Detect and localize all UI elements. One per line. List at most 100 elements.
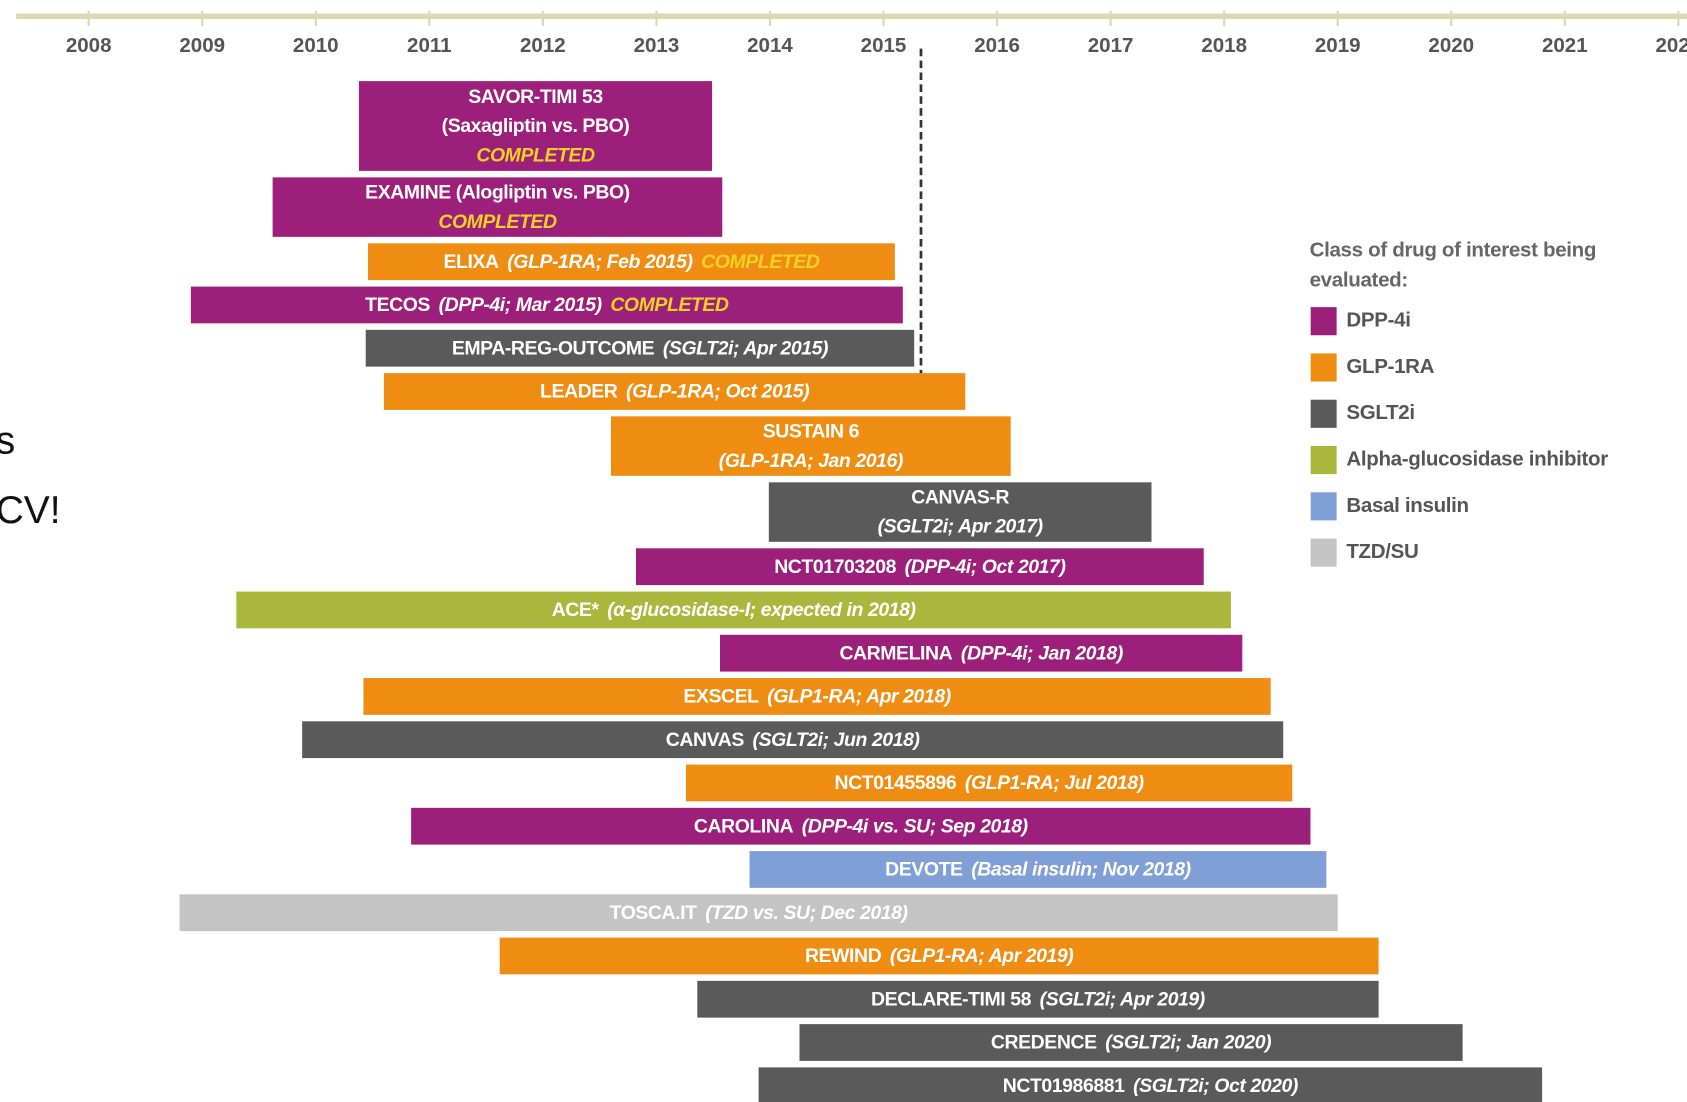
- trial-bar: LEADER (GLP-1RA; Oct 2015): [383, 373, 966, 410]
- trial-bar: TECOS (DPP-4i; Mar 2015) COMPLETED: [190, 286, 903, 324]
- bar: [758, 1067, 1543, 1102]
- trial-bar: DEVOTE (Basal insulin; Nov 2018): [749, 851, 1327, 888]
- legend-label: GLP-1RA: [1346, 355, 1434, 378]
- label-segment: EMPA-REG-OUTCOME: [452, 337, 655, 359]
- bar-label: ELIXA (GLP-1RA; Feb 2015) COMPLETED: [443, 251, 819, 273]
- trial-bar: NCT01986881 (SGLT2i; Oct 2020): [758, 1067, 1543, 1102]
- label-segment: (SGLT2i; Apr 2017): [878, 516, 1043, 538]
- bar: [697, 980, 1379, 1018]
- bar: [499, 937, 1379, 975]
- bar: [685, 764, 1293, 802]
- bar: [272, 177, 723, 237]
- trial-bar: EXAMINE (Alogliptin vs. PBO) COMPLETED: [272, 177, 723, 237]
- bar-label: NCT01455896 (GLP1-RA; Jul 2018): [834, 772, 1143, 794]
- label-segment: COMPLETED: [476, 144, 595, 166]
- trial-bar: DECLARE-TIMI 58 (SGLT2i; Apr 2019): [697, 980, 1379, 1018]
- label-segment: (TZD vs. SU; Dec 2018): [705, 902, 907, 924]
- trial-bar: ACE* (α-glucosidase-I; expected in 2018): [236, 591, 1231, 629]
- label-segment: (Saxagliptin vs. PBO): [442, 115, 630, 137]
- bar-label: ACE* (α-glucosidase-I; expected in 2018): [552, 599, 916, 621]
- x-tick-label: 2016: [974, 34, 1020, 57]
- label-segment: (GLP-1RA; Feb 2015): [507, 251, 692, 273]
- label-segment: (SGLT2i; Jun 2018): [753, 729, 920, 751]
- bar-label: LEADER (GLP-1RA; Oct 2015): [540, 381, 809, 403]
- label-segment: NCT01703208: [774, 556, 896, 578]
- bar-label: NCT01703208 (DPP-4i; Oct 2017): [774, 556, 1065, 578]
- bar: [302, 721, 1284, 759]
- label-segment: CAROLINA: [694, 815, 794, 837]
- bar: [799, 1024, 1463, 1061]
- label-segment: (Basal insulin; Nov 2018): [971, 859, 1190, 881]
- legend-swatch: [1310, 353, 1337, 382]
- x-tick-label: 2013: [634, 34, 680, 57]
- trial-bar: CANVAS-R (SGLT2i; Apr 2017): [768, 482, 1152, 542]
- bar: [610, 416, 1011, 476]
- label-segment: REWIND: [805, 945, 882, 967]
- x-tick-label: 2018: [1201, 34, 1247, 57]
- bar-label: SUSTAIN 6: [763, 421, 860, 443]
- label-segment: (SGLT2i; Apr 2019): [1040, 988, 1205, 1010]
- x-tick-label: 2017: [1088, 34, 1134, 57]
- x-tick-label: 2015: [861, 34, 907, 57]
- bar-label: EMPA-REG-OUTCOME (SGLT2i; Apr 2015): [452, 337, 828, 359]
- bar-label: COMPLETED: [476, 144, 595, 166]
- trial-bar: REWIND (GLP1-RA; Apr 2019): [499, 937, 1379, 975]
- bar-label: EXSCEL (GLP1-RA; Apr 2018): [683, 686, 950, 708]
- trial-bar: NCT01455896 (GLP1-RA; Jul 2018): [685, 764, 1293, 802]
- bar-label: COMPLETED: [438, 211, 557, 233]
- trial-bar: CARMELINA (DPP-4i; Jan 2018): [720, 634, 1243, 672]
- bar-label: REWIND (GLP1-RA; Apr 2019): [805, 945, 1073, 967]
- bar: [720, 634, 1243, 672]
- bar-label: CANVAS (SGLT2i; Jun 2018): [666, 729, 920, 751]
- bar: [768, 482, 1152, 542]
- legend-label: DPP-4i: [1346, 309, 1410, 332]
- label-segment: CANVAS: [666, 729, 745, 751]
- bar: [749, 851, 1327, 888]
- x-tick-label: 2021: [1542, 34, 1588, 57]
- bar: [635, 548, 1204, 586]
- trial-bar: EXSCEL (GLP1-RA; Apr 2018): [363, 678, 1271, 715]
- bar-label: EXAMINE (Alogliptin vs. PBO): [365, 182, 630, 204]
- legend-title: Class of drug of interest being: [1310, 238, 1597, 261]
- legend-title: evaluated:: [1310, 269, 1408, 292]
- trial-bar: TOSCA.IT (TZD vs. SU; Dec 2018): [179, 894, 1338, 932]
- bar-label: (GLP-1RA; Jan 2016): [719, 450, 903, 472]
- legend-label: SGLT2i: [1346, 401, 1414, 424]
- slide-text-fragment: s: [0, 420, 15, 463]
- x-tick-label: 2019: [1315, 34, 1361, 57]
- label-segment: COMPLETED: [610, 294, 729, 316]
- label-segment: ELIXA: [443, 251, 499, 273]
- trial-bar: CANVAS (SGLT2i; Jun 2018): [302, 721, 1284, 759]
- label-segment: EXSCEL: [683, 686, 759, 708]
- bar-label: NCT01986881 (SGLT2i; Oct 2020): [1003, 1075, 1298, 1097]
- bar-label: TOSCA.IT (TZD vs. SU; Dec 2018): [610, 902, 908, 924]
- label-segment: LEADER: [540, 381, 618, 403]
- label-segment: (GLP-1RA; Oct 2015): [626, 381, 809, 403]
- trial-bar: SAVOR-TIMI 53 (Saxagliptin vs. PBO) COMPLE…: [358, 81, 713, 171]
- trial-bar: CREDENCE (SGLT2i; Jan 2020): [799, 1024, 1463, 1061]
- legend-swatch: [1310, 445, 1337, 475]
- label-segment: SUSTAIN 6: [763, 421, 860, 443]
- legend-label: TZD/SU: [1346, 540, 1418, 563]
- bar-label: TECOS (DPP-4i; Mar 2015) COMPLETED: [365, 294, 729, 316]
- label-segment: NCT01455896: [834, 772, 956, 794]
- legend-swatch: [1310, 538, 1337, 567]
- label-segment: (GLP1-RA; Apr 2018): [767, 686, 950, 708]
- legend-swatch: [1310, 307, 1337, 336]
- trial-bar: EMPA-REG-OUTCOME (SGLT2i; Apr 2015): [365, 329, 915, 367]
- bar-label: (SGLT2i; Apr 2017): [878, 516, 1043, 538]
- bar-label: SAVOR-TIMI 53: [468, 86, 603, 108]
- label-segment: TECOS: [365, 294, 430, 316]
- label-segment: (GLP-1RA; Jan 2016): [719, 450, 903, 472]
- label-segment: SAVOR-TIMI 53: [468, 86, 603, 108]
- bar-label: CREDENCE (SGLT2i; Jan 2020): [991, 1032, 1271, 1054]
- label-segment: COMPLETED: [438, 211, 557, 233]
- bar: [358, 81, 713, 171]
- bar: [411, 807, 1311, 845]
- bar-label: DEVOTE (Basal insulin; Nov 2018): [885, 859, 1191, 881]
- bar-label: CANVAS-R: [911, 487, 1009, 509]
- trial-bar: SUSTAIN 6 (GLP-1RA; Jan 2016): [610, 416, 1011, 476]
- x-tick-label: 2011: [407, 34, 452, 57]
